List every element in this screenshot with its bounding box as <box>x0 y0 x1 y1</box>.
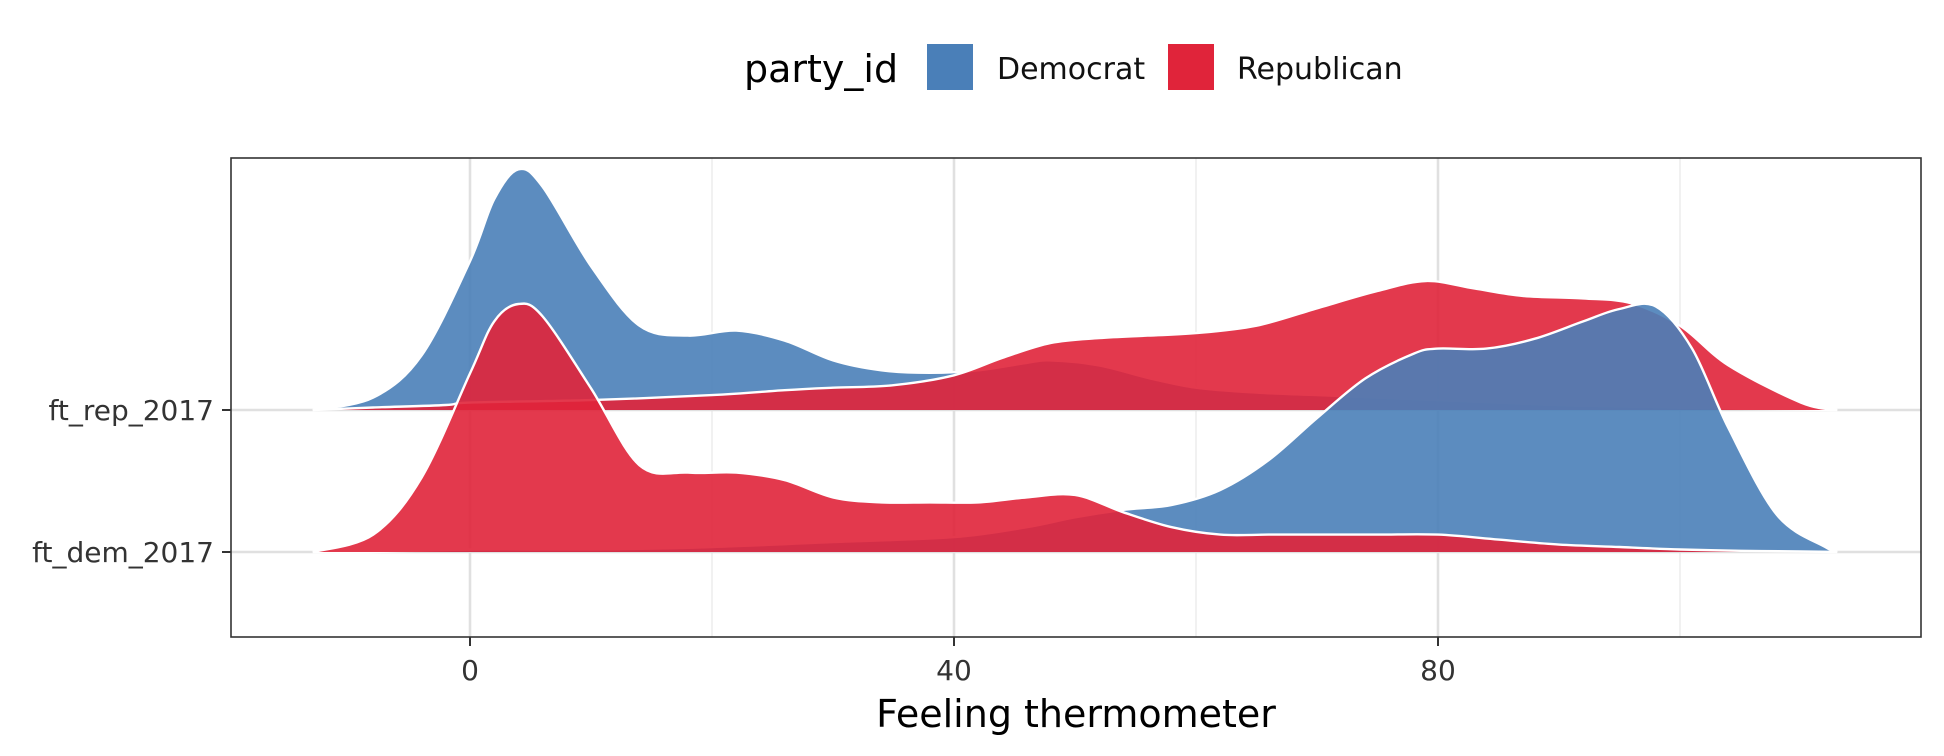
density-ridges <box>312 167 1838 554</box>
legend-swatch-republican <box>1168 44 1214 90</box>
x-tick-label: 40 <box>936 654 972 687</box>
x-tick-label: 80 <box>1420 654 1456 687</box>
density-area-democrat <box>312 303 1838 553</box>
legend-swatch-democrat <box>927 44 973 90</box>
legend-title: party_id <box>744 47 898 91</box>
x-axis: 0 40 80 <box>461 637 1456 687</box>
ridge-row-ft_dem_2017 <box>312 302 1838 554</box>
y-tick-label: ft_rep_2017 <box>49 394 215 427</box>
x-axis-title: Feeling thermometer <box>876 692 1276 736</box>
legend-label-democrat: Democrat <box>997 52 1145 87</box>
legend-label-republican: Republican <box>1237 52 1403 87</box>
legend: party_id Democrat Republican <box>744 44 1403 91</box>
y-tick-label: ft_dem_2017 <box>32 536 214 569</box>
plot-panel-border <box>230 157 1922 638</box>
density-area-republican <box>312 303 1838 552</box>
density-area-democrat <box>312 168 1838 410</box>
y-axis: ft_rep_2017 ft_dem_2017 <box>32 394 231 569</box>
density-outline-republican <box>312 302 1838 554</box>
x-tick-label: 0 <box>461 654 479 687</box>
